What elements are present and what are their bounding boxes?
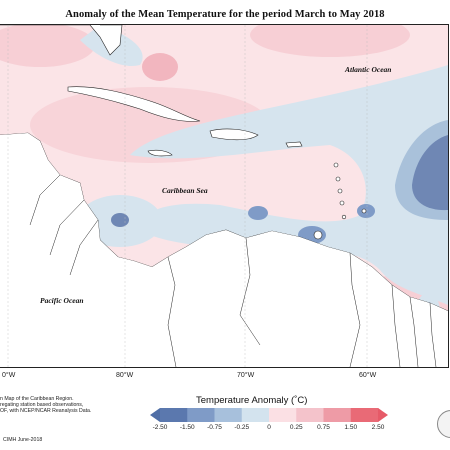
warm-patch-north — [0, 25, 95, 67]
tick-lon-70: 70°W — [237, 372, 255, 379]
land-cuba — [67, 86, 201, 122]
country-borders — [29, 174, 437, 367]
cimh-logo — [437, 410, 450, 438]
land-jamaica — [147, 149, 173, 157]
footer-line-3: OF, with NCEP/NCAR Reanalysis Data. — [0, 408, 92, 415]
legend-tick-label: 0 — [267, 424, 271, 431]
legend-bin — [160, 408, 188, 422]
legend-bin — [187, 408, 215, 422]
legend-colorbar — [150, 408, 388, 422]
legend-tick-label: -2.50 — [152, 424, 168, 431]
tick-lon-0: 0°W — [2, 372, 16, 379]
legend-tick-label: -0.25 — [234, 424, 250, 431]
legend-tick-label: 0.75 — [317, 424, 330, 431]
tick-lon-60: 60°W — [359, 372, 377, 379]
cool-core-caribbean — [111, 213, 129, 227]
legend-tick-label: 1.50 — [344, 424, 358, 431]
legend-bin — [350, 408, 379, 422]
land-hispaniola — [209, 128, 259, 141]
legend-title: Temperature Anomaly (˚C) — [196, 395, 308, 406]
map-title: Anomaly of the Mean Temperature for the … — [65, 9, 385, 20]
legend-arrow-high — [378, 408, 388, 422]
label-pacific-ocean: Pacific Ocean — [40, 296, 84, 305]
legend-bin — [241, 408, 270, 422]
footer-caption: n Map of the Caribbean Region. regating … — [0, 396, 91, 415]
land-lesser-antilles — [313, 162, 367, 240]
footer-line-1: n Map of the Caribbean Region. — [0, 396, 74, 402]
legend-bin — [296, 408, 324, 422]
anomaly-map-graphic — [0, 25, 448, 367]
legend-bins — [160, 408, 379, 422]
footer-line-2: regating station based observations, — [0, 402, 84, 409]
land-mask — [0, 133, 448, 367]
label-atlantic-ocean: Atlantic Ocean — [345, 65, 392, 74]
legend-tick-label: 0.25 — [289, 424, 303, 431]
tick-lon-80: 80°W — [116, 372, 134, 379]
warm-patch-bahamas — [142, 53, 178, 81]
warm-patch-northeast — [250, 25, 410, 57]
land-puerto-rico — [285, 141, 303, 148]
legend-bin — [323, 408, 352, 422]
longitude-gridlines — [7, 25, 368, 367]
anomaly-map: Atlantic Ocean Caribbean Sea Pacific Oce… — [0, 24, 449, 368]
legend-tick-label: -1.50 — [179, 424, 195, 431]
legend-bin — [214, 408, 243, 422]
cool-core-atlantic-strong — [412, 135, 448, 211]
legend-tick-label: -0.75 — [207, 424, 222, 431]
legend-bin — [269, 408, 297, 422]
legend-tick-label: 2.50 — [371, 424, 385, 431]
footer-credit: CIMH June-2018 — [3, 437, 43, 443]
legend-arrow-low — [150, 408, 160, 422]
land-florida — [0, 25, 123, 56]
label-caribbean-sea: Caribbean Sea — [162, 186, 208, 195]
cool-core-antilles — [248, 206, 268, 220]
